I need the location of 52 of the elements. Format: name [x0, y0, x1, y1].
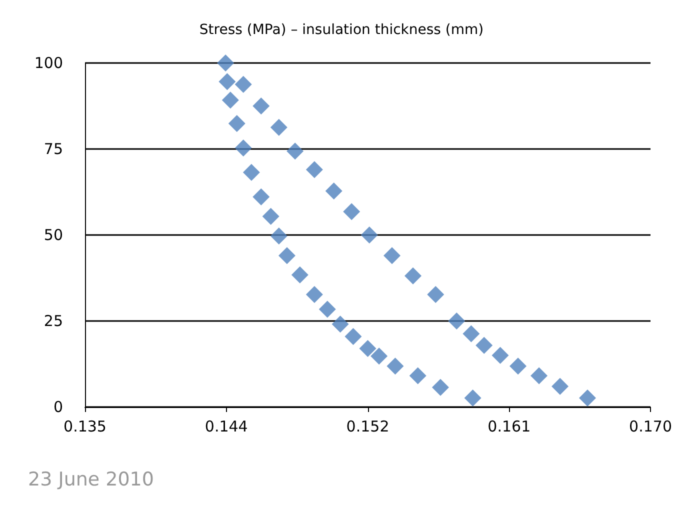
- point: [306, 286, 323, 304]
- point: [332, 316, 349, 333]
- x-tick-label: 0.161: [488, 418, 531, 436]
- point: [404, 267, 422, 284]
- point: [462, 325, 480, 342]
- point: [448, 312, 466, 330]
- point: [359, 340, 376, 358]
- point: [242, 164, 260, 181]
- point: [432, 378, 449, 396]
- y-tick-label: 0: [53, 398, 63, 416]
- point: [492, 346, 509, 364]
- point: [325, 182, 342, 200]
- point: [386, 358, 404, 375]
- point: [464, 390, 482, 407]
- point: [234, 76, 252, 93]
- text: 23 June 2010: [28, 468, 154, 490]
- point: [552, 378, 569, 395]
- point: [278, 247, 296, 264]
- x-tick-label: 0.152: [346, 418, 390, 436]
- point: [270, 228, 288, 245]
- point: [218, 73, 236, 90]
- point: [228, 115, 246, 132]
- point: [427, 286, 444, 304]
- point: [510, 358, 527, 375]
- point: [409, 367, 426, 384]
- point: [318, 300, 336, 318]
- point: [343, 203, 360, 220]
- point: [262, 208, 280, 225]
- y-tick-label: 50: [44, 226, 63, 244]
- point: [476, 336, 493, 354]
- point: [252, 188, 270, 206]
- point: [286, 142, 304, 160]
- point: [384, 247, 400, 264]
- point: [252, 98, 270, 114]
- point: [360, 226, 378, 244]
- point: [370, 348, 388, 365]
- point: [579, 390, 596, 407]
- x-tick-label: 0.170: [629, 418, 672, 436]
- x-tick-label: 0.135: [64, 418, 106, 436]
- point: [291, 266, 308, 284]
- point: [270, 118, 288, 136]
- y-tick-label: 75: [44, 140, 63, 158]
- point: [234, 139, 252, 156]
- point: [222, 92, 239, 109]
- x-tick-label: 0.144: [204, 418, 248, 436]
- point: [306, 161, 323, 178]
- point: [217, 54, 234, 72]
- chart-title: Stress (MPa) – insulation thickness (mm): [199, 22, 484, 38]
- point: [530, 367, 548, 384]
- y-tick-label: 25: [44, 312, 63, 330]
- point: [344, 328, 362, 345]
- y-tick-label: 100: [34, 54, 63, 72]
